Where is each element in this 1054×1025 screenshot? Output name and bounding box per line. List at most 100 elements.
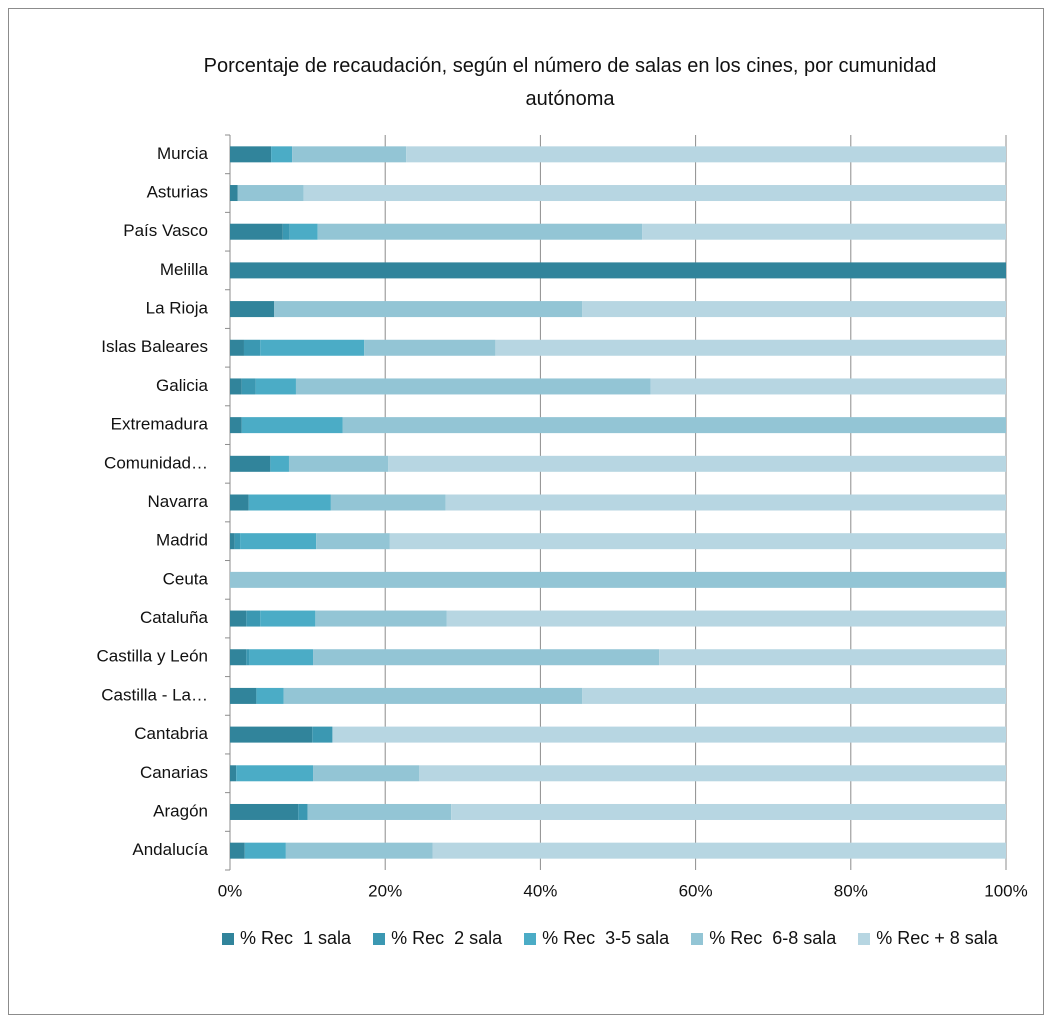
bar-segment — [230, 339, 244, 356]
bar-segment — [230, 726, 313, 743]
bar-segment — [283, 687, 583, 704]
y-tick-label: Melilla — [160, 260, 209, 279]
x-tick-label: 40% — [523, 881, 557, 900]
y-tick-label: Cantabria — [134, 724, 208, 743]
bar-segment — [230, 687, 257, 704]
bar-segment — [256, 687, 284, 704]
y-tick-label: Aragón — [153, 801, 208, 820]
bar-segment — [292, 146, 407, 163]
bar-segment — [419, 765, 1006, 782]
bar-segment — [289, 223, 318, 240]
bar-segment — [270, 455, 289, 472]
y-tick-label: Castilla y León — [96, 647, 208, 666]
legend: % Rec 1 sala % Rec 2 sala % Rec 3-5 sala % … — [222, 928, 998, 949]
legend-swatch — [691, 932, 704, 945]
y-tick-label: Ceuta — [163, 569, 209, 588]
bar-segment — [230, 262, 1006, 279]
y-tick-label: Asturias — [147, 183, 208, 202]
bar-segment — [236, 765, 314, 782]
bar-segment — [298, 803, 308, 820]
bar-segment — [230, 571, 1006, 588]
bar-segment — [230, 649, 247, 666]
bar-segment — [241, 417, 343, 434]
bar-segment — [582, 687, 1006, 704]
bar-segment — [285, 842, 433, 859]
bar-segment — [389, 533, 1007, 550]
bar-segment — [244, 842, 286, 859]
bar-segment — [332, 726, 1006, 743]
y-tick-label: Madrid — [156, 531, 208, 550]
bar-segment — [248, 494, 331, 511]
bar-segment — [388, 455, 1007, 472]
bar-segment — [230, 494, 249, 511]
bar-segment — [364, 339, 496, 356]
bar-segment — [313, 649, 660, 666]
x-tick-label: 60% — [679, 881, 713, 900]
bar-segment — [282, 223, 290, 240]
bar-segment — [230, 301, 275, 318]
legend-swatch — [373, 932, 386, 945]
y-tick-label: Canarias — [140, 763, 208, 782]
bar-segment — [642, 223, 1006, 240]
bar-segment — [230, 533, 235, 550]
bar-segment — [260, 610, 316, 627]
bar-segment — [446, 610, 1006, 627]
bar-segment — [315, 610, 447, 627]
x-tick-label: 80% — [834, 881, 868, 900]
bar-segment — [317, 223, 643, 240]
legend-label: % Rec 2 sala — [391, 928, 503, 948]
y-tick-label: Galicia — [156, 376, 209, 395]
bar-segment — [230, 185, 238, 202]
bar-segment — [316, 533, 390, 550]
bar-segment — [271, 146, 293, 163]
bar-segment — [330, 494, 446, 511]
bar-segment — [241, 378, 256, 395]
chart-border — [8, 8, 1044, 1015]
bar-segment — [230, 378, 242, 395]
bar-segment — [243, 339, 261, 356]
y-tick-label: Islas Baleares — [101, 337, 208, 356]
legend-label: % Rec 3-5 sala — [542, 928, 670, 948]
y-tick-label: Cataluña — [140, 608, 209, 627]
bar-segment — [445, 494, 1006, 511]
y-tick-label: Castilla - La… — [101, 685, 208, 704]
bar-segment — [582, 301, 1006, 318]
y-tick-label: Comunidad… — [104, 453, 208, 472]
chart-title: Porcentaje de recaudación, según el núme… — [203, 55, 937, 110]
bar-segment — [432, 842, 1006, 859]
bar-segment — [342, 417, 1006, 434]
legend-swatch — [858, 932, 871, 945]
bar-segment — [240, 533, 317, 550]
x-tick-label: 0% — [218, 881, 243, 900]
legend-label: % Rec 1 sala — [240, 928, 352, 948]
y-tick-label: La Rioja — [146, 299, 209, 318]
legend-item: % Rec 6-8 sala — [691, 928, 836, 949]
y-tick-label: País Vasco — [123, 221, 208, 240]
y-tick-label: Extremadura — [111, 415, 209, 434]
legend-swatch — [524, 932, 537, 945]
legend-label: % Rec 6-8 sala — [709, 928, 837, 948]
legend-item: % Rec 1 sala — [222, 928, 351, 949]
legend-item: % Rec + 8 sala — [858, 928, 998, 949]
bar-segment — [230, 417, 242, 434]
bar-segment — [255, 378, 296, 395]
legend-label: % Rec + 8 sala — [876, 928, 998, 948]
bar-segment — [230, 842, 245, 859]
bar-segment — [303, 185, 1007, 202]
bar-segment — [295, 378, 651, 395]
bar-segment — [495, 339, 1006, 356]
x-tick-label: 100% — [984, 881, 1027, 900]
bar-segment — [234, 533, 241, 550]
bar-segment — [230, 146, 272, 163]
bar-segment — [246, 610, 261, 627]
bar-segment — [230, 803, 299, 820]
bar-segment — [246, 649, 250, 666]
bar-segment — [451, 803, 1006, 820]
y-tick-label: Navarra — [148, 492, 209, 511]
bar-segment — [406, 146, 1007, 163]
y-tick-label: Murcia — [157, 144, 209, 163]
bar-segment — [288, 455, 389, 472]
legend-swatch — [222, 932, 234, 945]
bar-segment — [230, 223, 283, 240]
